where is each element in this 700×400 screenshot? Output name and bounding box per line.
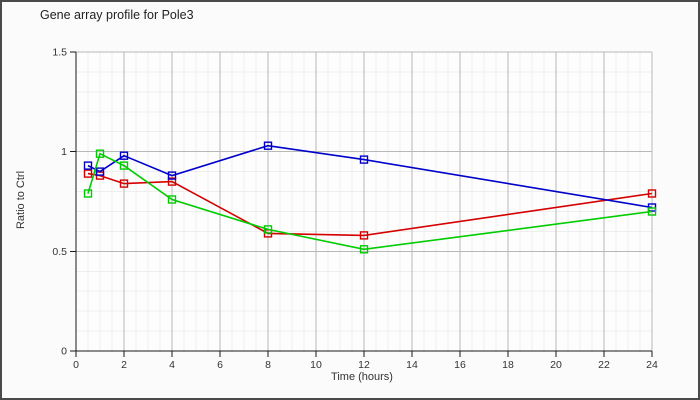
x-axis-label: Time (hours) — [331, 371, 393, 383]
series-red-marker — [119, 179, 129, 188]
x-tick-labels: 0 2 4 6 8 10 12 14 16 18 20 22 24 — [73, 359, 658, 371]
svg-text:14: 14 — [406, 359, 418, 371]
axes — [70, 51, 653, 357]
series-green-marker — [95, 149, 105, 158]
series-green-marker — [263, 225, 273, 234]
series-green-marker — [647, 207, 657, 216]
svg-text:1.5: 1.5 — [52, 47, 67, 59]
chart-title: Gene array profile for Pole3 — [40, 8, 194, 22]
svg-text:2: 2 — [121, 359, 127, 371]
y-tick-labels: 0 0.5 1 1.5 — [52, 47, 67, 358]
svg-text:8: 8 — [265, 359, 271, 371]
series-red-marker — [647, 189, 657, 198]
series-blue-marker — [95, 167, 105, 176]
grid-major — [76, 51, 653, 351]
series-green-marker — [167, 195, 177, 204]
series-green-line — [87, 152, 653, 251]
svg-text:0: 0 — [73, 359, 79, 371]
series-green-marker — [359, 245, 369, 254]
svg-text:6: 6 — [217, 359, 223, 371]
series-red-marker — [83, 169, 93, 178]
svg-text:10: 10 — [310, 359, 322, 371]
svg-text:0.5: 0.5 — [52, 246, 67, 258]
svg-text:1: 1 — [61, 146, 67, 158]
series-blue-marker — [119, 151, 129, 160]
series-green-marker — [119, 161, 129, 170]
svg-text:0: 0 — [61, 346, 67, 358]
series-blue-line — [87, 144, 653, 209]
series-blue — [83, 141, 657, 212]
svg-text:18: 18 — [502, 359, 514, 371]
series-red-marker — [359, 231, 369, 240]
svg-text:12: 12 — [358, 359, 370, 371]
svg-text:22: 22 — [598, 359, 610, 371]
svg-text:24: 24 — [646, 359, 658, 371]
svg-text:16: 16 — [454, 359, 466, 371]
series-blue-marker — [359, 155, 369, 164]
svg-text:4: 4 — [169, 359, 175, 371]
series-red-marker — [167, 177, 177, 186]
series-blue-marker — [83, 161, 93, 170]
y-axis-label: Ratio to Ctrl — [15, 170, 27, 230]
series-green — [83, 149, 657, 254]
series-blue-marker — [263, 141, 273, 150]
svg-text:20: 20 — [550, 359, 562, 371]
series-blue-marker — [167, 171, 177, 180]
series-green-marker — [83, 189, 93, 198]
